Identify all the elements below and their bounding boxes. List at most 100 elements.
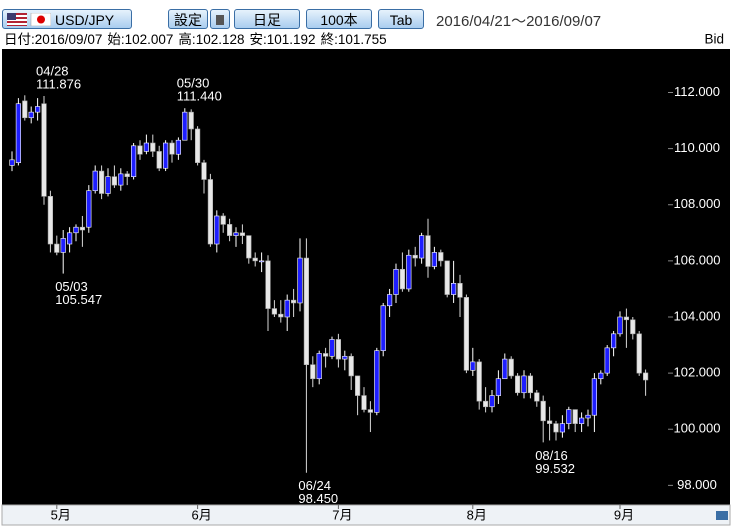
candle-body (335, 339, 342, 360)
candle-body (361, 395, 367, 410)
annotation-price: 99.532 (535, 461, 575, 476)
candle-body (521, 375, 527, 394)
candle-body (258, 260, 265, 263)
period-button[interactable]: 日足 (234, 9, 300, 29)
candle-body (438, 252, 444, 262)
y-tick-label: 108.000 (674, 196, 721, 211)
candle-body (188, 111, 194, 130)
annotation-date: 04/28 (36, 63, 69, 78)
annotation-date: 05/03 (55, 279, 88, 294)
y-tick-label: 112.000 (674, 84, 720, 99)
candle-body (431, 252, 438, 267)
candle-body (92, 170, 98, 192)
candle-body (278, 313, 284, 318)
annotation-price: 98.450 (298, 491, 338, 506)
info-line: 日付:2016/09/07 始:102.007 高:102.128 安:101.192… (4, 31, 387, 47)
x-tick-label: 8月 (467, 507, 487, 522)
annotation-date: 05/30 (177, 76, 210, 91)
candle-body (329, 339, 335, 357)
candle-body (111, 176, 117, 186)
annotation-price: 105.547 (55, 292, 102, 307)
candle-body (393, 268, 399, 295)
candle-body (399, 268, 406, 290)
candle-body (553, 423, 559, 433)
x-tick-label: 9月 (614, 507, 634, 522)
candle-body (617, 316, 623, 335)
candle-body (322, 353, 329, 357)
candle-body (290, 299, 297, 304)
candle-body (623, 316, 629, 321)
candle-body (182, 111, 188, 141)
candle-body (450, 283, 457, 295)
candle-body (604, 347, 610, 374)
y-tick-label: 104.000 (674, 308, 721, 323)
candle-body (636, 333, 642, 374)
corner-icon[interactable] (716, 511, 728, 520)
candle-body (195, 128, 201, 163)
plot-area (2, 49, 730, 505)
candle-body (540, 400, 546, 422)
flags (7, 13, 51, 26)
candle-body (131, 145, 137, 177)
info-value: 101.755 (338, 32, 387, 47)
candle-body (15, 103, 22, 163)
candle-body (124, 173, 130, 177)
annotation-price: 111.876 (36, 76, 81, 91)
info-value: 2016/09/07 (35, 32, 103, 47)
info-label: 終: (321, 32, 338, 47)
candle-body (418, 235, 425, 259)
candle-body (476, 361, 482, 402)
candle-body (559, 423, 565, 433)
candle-body (470, 361, 476, 371)
candle-body (271, 308, 278, 315)
y-tick-label: 106.000 (674, 252, 721, 267)
candle-body (527, 375, 533, 394)
x-tick-label: 6月 (191, 507, 211, 522)
toolbar: USD/JPY 設定 日足 100本 Tab 2016/04/21～2016/0… (0, 0, 734, 31)
candle-body (175, 139, 182, 155)
tab-button[interactable]: Tab (378, 9, 424, 29)
info-label: 日付: (4, 32, 35, 47)
candle-body (316, 353, 322, 380)
candle-body (508, 358, 514, 377)
candle-body (534, 392, 540, 402)
candle-body (150, 142, 156, 152)
candle-body (642, 372, 649, 381)
candle-body (118, 173, 124, 186)
candle-body (585, 414, 591, 419)
candle-body (54, 243, 60, 253)
candle-body (342, 355, 348, 360)
candle-body (630, 319, 636, 335)
candle-body (354, 375, 361, 396)
candle-body (303, 257, 310, 365)
annotation-date: 08/16 (535, 448, 568, 463)
candle-body (566, 409, 572, 424)
candle-body (169, 142, 175, 155)
candle-body (22, 100, 28, 119)
candle-body (380, 305, 386, 351)
settings-button[interactable]: 設定 (168, 9, 208, 29)
candle-body (79, 226, 85, 231)
pair-button[interactable]: USD/JPY (2, 9, 132, 29)
icon-button[interactable] (210, 9, 230, 29)
candle-body (457, 283, 463, 298)
candle-body (386, 294, 393, 307)
y-tick-label: 100.000 (674, 421, 721, 436)
candle-body (495, 378, 502, 396)
x-tick-label: 5月 (51, 507, 71, 522)
candle-body (239, 232, 246, 236)
candle-body (374, 350, 380, 413)
info-value: 102.007 (125, 32, 174, 47)
count-button[interactable]: 100本 (306, 9, 372, 29)
candle-body (246, 235, 252, 259)
pair-label: USD/JPY (55, 12, 115, 28)
candle-body (41, 103, 47, 197)
candle-body (348, 355, 354, 377)
candle-body (214, 215, 220, 245)
y-tick-label: 102.000 (674, 365, 721, 380)
info-label: 高: (178, 31, 195, 47)
candle-body (425, 235, 431, 267)
candle-body (201, 162, 207, 180)
price-type: Bid (704, 32, 724, 47)
